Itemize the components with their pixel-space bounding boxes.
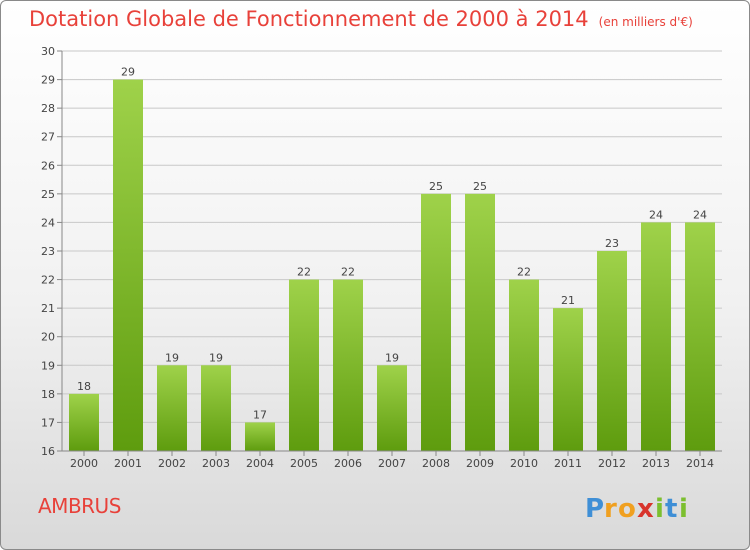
x-tick-label: 2002 <box>158 457 186 470</box>
bar <box>113 79 143 452</box>
data-label: 22 <box>297 266 311 279</box>
y-tick-label: 26 <box>41 159 55 172</box>
y-tick-label: 22 <box>41 274 55 287</box>
bar <box>597 251 627 451</box>
x-tick-label: 2005 <box>290 457 318 470</box>
bars <box>69 79 715 452</box>
proxiti-logo: P r o x i t i <box>585 494 688 524</box>
x-tick-label: 2009 <box>466 457 494 470</box>
bar <box>465 193 495 451</box>
bar <box>333 279 363 451</box>
y-tick-label: 29 <box>41 74 55 87</box>
data-label: 19 <box>165 351 179 364</box>
chart-title-text: Dotation Globale de Fonctionnement de 20… <box>29 7 589 31</box>
svg-text:x: x <box>637 494 654 524</box>
x-tick-label: 2012 <box>598 457 626 470</box>
y-tick-label: 24 <box>41 216 55 229</box>
svg-text:i: i <box>679 494 688 524</box>
data-label: 17 <box>253 408 267 421</box>
chart-subtitle: (en milliers d'€) <box>598 15 693 29</box>
bar <box>201 365 231 451</box>
y-tick-label: 27 <box>41 131 55 144</box>
x-tick-label: 2007 <box>378 457 406 470</box>
x-tick-label: 2008 <box>422 457 450 470</box>
data-label: 29 <box>121 66 135 79</box>
bar <box>421 193 451 451</box>
x-tick-label: 2001 <box>114 457 142 470</box>
x-tick-label: 2010 <box>510 457 538 470</box>
x-tick-label: 2006 <box>334 457 362 470</box>
x-tick-label: 2003 <box>202 457 230 470</box>
bar <box>289 279 319 451</box>
y-tick-label: 21 <box>41 302 55 315</box>
y-axis: 16 17 18 19 20 21 22 23 24 25 26 27 28 29 30 <box>41 45 63 458</box>
svg-text:o: o <box>618 494 636 524</box>
svg-text:i: i <box>655 494 664 524</box>
bar <box>509 279 539 451</box>
data-label: 24 <box>649 208 663 221</box>
data-label: 25 <box>429 180 443 193</box>
commune-name: AMBRUS <box>38 494 121 518</box>
data-label: 24 <box>693 208 707 221</box>
y-tick-label: 20 <box>41 331 55 344</box>
bar <box>157 365 187 451</box>
data-label: 18 <box>77 380 91 393</box>
bar <box>69 393 99 451</box>
x-axis: 2000 2001 2002 2003 2004 2005 2006 2007 2008 2009… <box>62 450 722 470</box>
y-tick-label: 17 <box>41 416 55 429</box>
x-tick-label: 2004 <box>246 457 274 470</box>
bar <box>685 222 715 451</box>
bar <box>245 422 275 451</box>
x-tick-label: 2000 <box>70 457 98 470</box>
y-tick-label: 18 <box>41 388 55 401</box>
data-label: 22 <box>517 266 531 279</box>
svg-text:P: P <box>585 494 604 524</box>
svg-text:t: t <box>665 494 677 524</box>
y-tick-label: 23 <box>41 245 55 258</box>
x-tick-label: 2011 <box>554 457 582 470</box>
data-label: 19 <box>385 351 399 364</box>
bar <box>553 308 583 451</box>
data-label: 25 <box>473 180 487 193</box>
data-label: 19 <box>209 351 223 364</box>
data-label: 22 <box>341 266 355 279</box>
x-tick-label: 2013 <box>642 457 670 470</box>
y-tick-label: 16 <box>41 445 55 458</box>
data-label: 21 <box>561 294 575 307</box>
value-labels: 18 29 19 19 17 22 22 19 25 25 22 21 23 24 24 <box>77 66 707 422</box>
bar <box>377 365 407 451</box>
bar <box>641 222 671 451</box>
svg-text:r: r <box>604 494 617 524</box>
y-tick-label: 30 <box>41 45 55 58</box>
x-tick-label: 2014 <box>686 457 714 470</box>
y-tick-label: 28 <box>41 102 55 115</box>
y-tick-label: 19 <box>41 359 55 372</box>
data-label: 23 <box>605 237 619 250</box>
y-tick-label: 25 <box>41 188 55 201</box>
chart-title: Dotation Globale de Fonctionnement de 20… <box>29 7 693 31</box>
